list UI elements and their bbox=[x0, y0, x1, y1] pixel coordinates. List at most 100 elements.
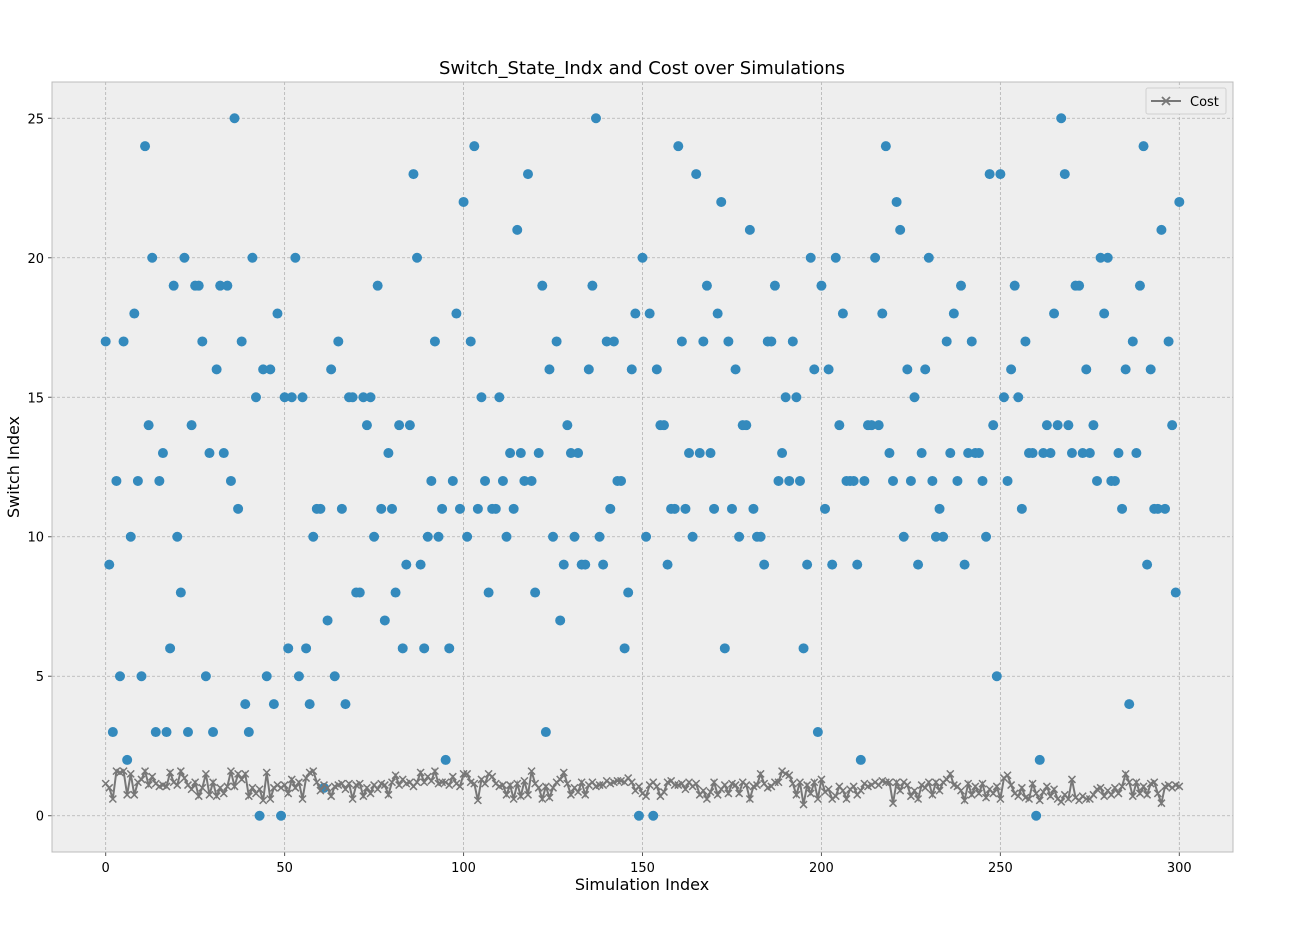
scatter-point bbox=[494, 392, 505, 403]
scatter-point bbox=[437, 503, 448, 514]
cost-marker bbox=[896, 786, 905, 795]
scatter-point bbox=[905, 475, 916, 486]
cost-marker bbox=[212, 792, 221, 801]
scatter-point bbox=[694, 448, 705, 459]
scatter-point bbox=[616, 475, 627, 486]
cost-marker bbox=[810, 778, 819, 787]
scatter-point bbox=[870, 252, 881, 263]
scatter-point bbox=[497, 475, 508, 486]
scatter-point bbox=[100, 336, 111, 347]
scatter-point bbox=[998, 392, 1009, 403]
cost-marker bbox=[473, 796, 482, 805]
scatter-point bbox=[472, 503, 483, 514]
cost-marker bbox=[126, 769, 135, 778]
scatter-point bbox=[888, 475, 899, 486]
cost-marker bbox=[1135, 789, 1144, 798]
cost-marker bbox=[770, 778, 779, 787]
x-tick-label: 200 bbox=[809, 861, 834, 876]
scatter-point bbox=[898, 531, 909, 542]
cost-marker bbox=[416, 768, 425, 777]
scatter-point bbox=[630, 308, 641, 319]
cost-marker bbox=[1114, 789, 1123, 798]
cost-marker bbox=[634, 782, 643, 791]
scatter-point bbox=[465, 336, 476, 347]
cost-marker bbox=[892, 778, 901, 787]
cost-marker bbox=[523, 790, 533, 799]
scatter-point bbox=[286, 392, 297, 403]
scatter-point bbox=[662, 559, 673, 570]
scatter-point bbox=[433, 531, 444, 542]
scatter-point bbox=[182, 727, 193, 738]
scatter-point bbox=[719, 643, 730, 654]
scatter-point bbox=[172, 531, 183, 542]
scatter-point bbox=[1013, 392, 1024, 403]
cost-marker bbox=[914, 794, 923, 804]
scatter-point bbox=[709, 503, 720, 514]
cost-marker bbox=[1064, 794, 1073, 804]
scatter-point bbox=[1074, 280, 1085, 291]
scatter-point bbox=[952, 475, 963, 486]
cost-marker bbox=[130, 790, 139, 799]
scatter-point bbox=[326, 364, 337, 375]
scatter-point bbox=[734, 531, 745, 542]
scatter-point bbox=[483, 587, 494, 598]
cost-marker bbox=[380, 781, 389, 790]
cost-marker bbox=[541, 782, 550, 791]
cost-marker bbox=[566, 790, 575, 799]
scatter-point bbox=[154, 475, 165, 486]
scatter-point bbox=[673, 141, 684, 152]
scatter-point bbox=[1081, 364, 1092, 375]
scatter-point bbox=[1160, 503, 1171, 514]
cost-marker bbox=[1096, 783, 1105, 792]
cost-marker bbox=[652, 782, 661, 791]
scatter-point bbox=[240, 699, 251, 710]
scatter-point bbox=[562, 420, 573, 431]
scatter-point bbox=[208, 727, 219, 738]
cost-marker bbox=[538, 794, 547, 804]
cost-marker bbox=[856, 786, 865, 795]
scatter-point bbox=[136, 671, 147, 682]
scatter-point bbox=[676, 336, 687, 347]
scatter-point bbox=[687, 531, 698, 542]
scatter-point bbox=[1138, 141, 1149, 152]
scatter-point bbox=[530, 587, 541, 598]
cost-marker bbox=[910, 786, 919, 795]
scatter-point bbox=[379, 615, 390, 626]
scatter-point bbox=[848, 475, 859, 486]
scatter-point bbox=[755, 531, 766, 542]
cost-marker bbox=[148, 772, 157, 781]
scatter-point bbox=[909, 392, 920, 403]
cost-marker bbox=[824, 785, 833, 794]
scatter-point bbox=[544, 364, 555, 375]
scatter-point bbox=[404, 420, 415, 431]
scatter-point bbox=[462, 531, 473, 542]
cost-marker bbox=[1050, 785, 1059, 794]
scatter-point bbox=[211, 364, 222, 375]
scatter-point bbox=[902, 364, 913, 375]
scatter-point bbox=[691, 169, 702, 180]
cost-marker bbox=[921, 783, 930, 792]
scatter-point bbox=[648, 810, 659, 821]
scatter-point bbox=[1077, 448, 1088, 459]
scatter-point bbox=[784, 475, 795, 486]
scatter-point bbox=[787, 336, 798, 347]
cost-marker bbox=[788, 779, 797, 788]
cost-marker bbox=[223, 782, 232, 791]
scatter-point bbox=[372, 280, 383, 291]
scatter-point bbox=[447, 475, 458, 486]
scatter-point bbox=[565, 448, 576, 459]
legend-cost-marker bbox=[1161, 96, 1171, 106]
cost-marker bbox=[534, 783, 543, 792]
scatter-point bbox=[730, 364, 741, 375]
cost-marker bbox=[201, 769, 210, 778]
cost-marker bbox=[1014, 792, 1023, 801]
scatter-point bbox=[641, 531, 652, 542]
scatter-point bbox=[104, 559, 115, 570]
scatter-point bbox=[322, 615, 333, 626]
cost-marker bbox=[291, 783, 300, 792]
cost-marker bbox=[1046, 792, 1055, 801]
cost-marker bbox=[280, 781, 289, 790]
scatter-point bbox=[480, 475, 491, 486]
cost-marker bbox=[506, 781, 515, 790]
cost-marker bbox=[463, 769, 472, 778]
